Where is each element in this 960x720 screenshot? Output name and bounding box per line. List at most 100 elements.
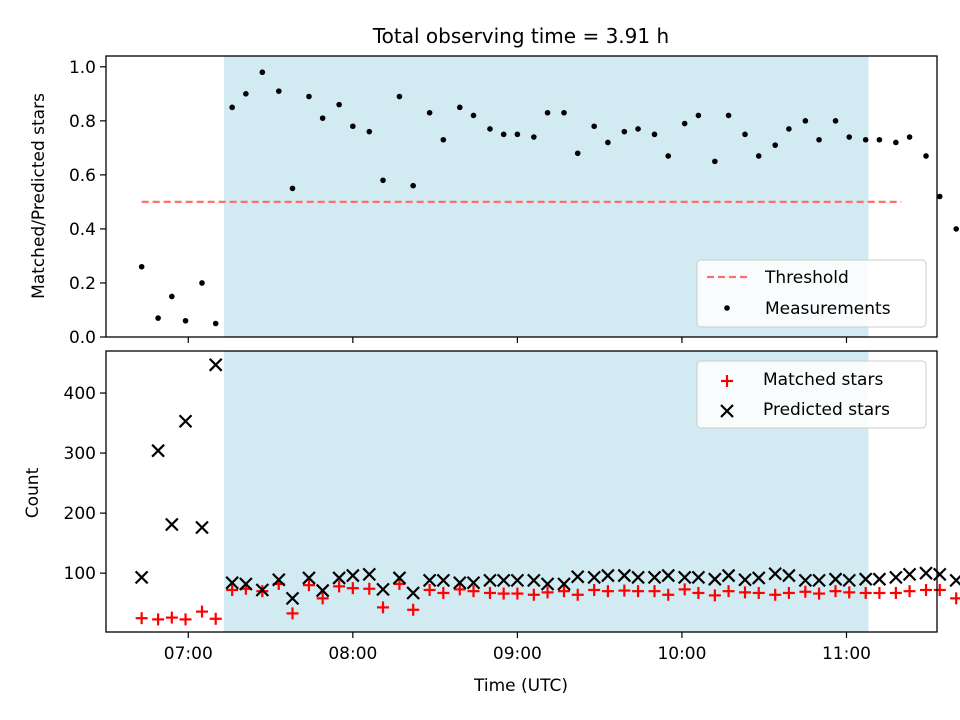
predicted-star-point [285, 591, 300, 606]
measurement-point [635, 126, 641, 132]
measurement-point [259, 69, 266, 76]
predicted-star-point [919, 566, 933, 580]
predicted-marker-b [919, 566, 933, 580]
predicted-star-point [422, 573, 437, 588]
predicted-star-point [721, 568, 736, 583]
predicted-star-point [798, 573, 813, 588]
measurement-point [306, 93, 312, 100]
measurement-point [605, 139, 611, 146]
top-x-ticks [187, 337, 848, 343]
measurement-point [319, 115, 326, 121]
predicted-marker-b [721, 568, 736, 583]
matched-star-point [407, 603, 420, 616]
measurement-point [396, 93, 403, 100]
measurement-point [229, 104, 235, 111]
predicted-star-point [272, 572, 286, 587]
predicted-marker-b [617, 568, 632, 583]
measurement-point [275, 88, 282, 94]
legend-threshold-label: Threshold [764, 268, 849, 288]
predicted-star-point [376, 582, 390, 597]
predicted-marker-b [601, 568, 615, 583]
matched-star-point [873, 586, 886, 599]
matched-star-point [302, 579, 315, 592]
matched-star-point [843, 586, 856, 599]
measurement-point [138, 263, 145, 270]
predicted-marker-b [570, 569, 585, 584]
predicted-marker-b [677, 570, 692, 585]
matched-star-point [316, 592, 329, 605]
y-tick-label: 0.0 [69, 328, 96, 348]
predicted-star-point [332, 571, 346, 585]
predicted-star-point [601, 568, 615, 583]
predicted-star-point [195, 520, 209, 535]
predicted-marker-b [889, 570, 903, 585]
measurement-point [289, 185, 296, 192]
matched-star-point [437, 586, 450, 599]
matched-star-point [558, 585, 571, 598]
measurement-point [591, 123, 597, 130]
predicted-marker-b [631, 570, 645, 585]
matched-star-point [527, 588, 540, 601]
predicted-star-point [768, 566, 782, 581]
measurement-point [755, 153, 762, 159]
measurement-point [786, 126, 792, 132]
predicted-marker-b [496, 573, 511, 588]
matched-star-point [588, 583, 601, 596]
matched-star-point [377, 601, 389, 614]
predicted-star-point [151, 443, 165, 458]
predicted-star-point [738, 572, 752, 587]
y-tick-label: 300 [64, 444, 96, 464]
legend-measurement-swatch [724, 305, 730, 311]
predicted-marker-b [751, 571, 766, 585]
predicted-star-point [647, 570, 662, 585]
y-tick-label: 0.2 [69, 274, 96, 294]
y-tick-label: 0.4 [69, 220, 96, 240]
predicted-star-point [483, 573, 497, 588]
matched-star-point [678, 583, 691, 596]
bottom-plot-area [105, 350, 938, 633]
matched-star-point [511, 587, 524, 600]
x-tick-label: 08:00 [328, 644, 377, 664]
matched-star-point [541, 586, 554, 599]
bottom-y-axis: 100 200 300 400 [64, 384, 106, 584]
predicted-marker-b [872, 572, 887, 586]
predicted-marker-b [208, 358, 223, 372]
predicted-star-point [496, 573, 511, 588]
matched-star-point [601, 585, 614, 598]
matched-star-point [903, 585, 916, 598]
measurement-point [544, 109, 551, 116]
predicted-star-point [208, 358, 223, 372]
matched-star-point [859, 586, 872, 599]
predicted-star-point [406, 586, 420, 600]
measurement-point [906, 134, 913, 140]
matched-star-point [483, 586, 496, 599]
predicted-marker-b [406, 586, 420, 600]
predicted-marker-b [708, 572, 722, 586]
legend-predicted-label: Predicted stars [763, 400, 890, 420]
matched-star-point [813, 587, 826, 600]
matched-star-point [497, 587, 510, 600]
measurement-point [350, 123, 356, 130]
measurement-point [816, 136, 822, 143]
matched-star-point [799, 585, 812, 598]
predicted-marker-b [302, 571, 316, 585]
legend-predicted-swatch [720, 404, 734, 418]
predicted-star-point [751, 571, 766, 585]
predicted-marker-b [540, 577, 555, 591]
predicted-marker-b [661, 568, 676, 583]
matched-star-point [152, 613, 165, 626]
predicted-marker-b [239, 577, 253, 591]
measurement-points [138, 69, 959, 327]
predicted-marker-b [510, 573, 525, 588]
x-tick-label: 10:00 [657, 644, 706, 664]
top-legend: Threshold Measurements [696, 259, 927, 328]
predicted-marker-b [272, 572, 286, 587]
predicted-star-point [510, 573, 525, 588]
matched-star-point [453, 583, 466, 596]
measurement-point [456, 104, 463, 111]
matched-star-point [662, 588, 675, 601]
matched-star-point [769, 588, 782, 601]
measurement-point [953, 226, 959, 232]
measurement-point [621, 128, 628, 135]
